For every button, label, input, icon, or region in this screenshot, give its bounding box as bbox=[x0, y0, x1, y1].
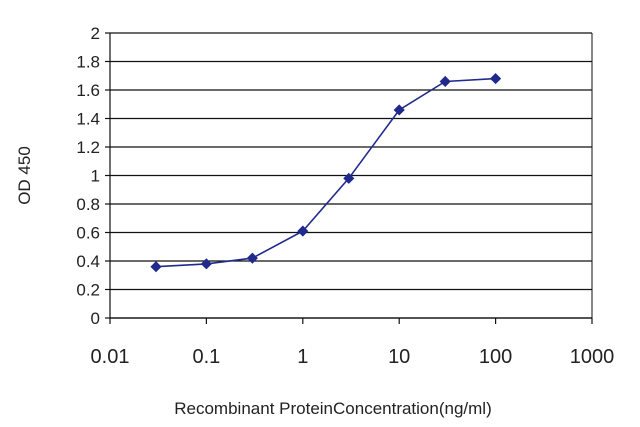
x-tick-label: 10 bbox=[388, 346, 410, 368]
x-axis-title: Recombinant ProteinConcentration(ng/ml) bbox=[174, 399, 492, 418]
data-point-marker bbox=[393, 104, 405, 116]
x-tick-label: 1000 bbox=[570, 346, 615, 368]
y-tick-label: 1 bbox=[91, 167, 100, 186]
y-tick-label: 1.8 bbox=[76, 53, 100, 72]
data-point-marker bbox=[490, 73, 502, 85]
data-point-marker bbox=[297, 225, 309, 237]
x-tick-label: 0.01 bbox=[91, 346, 130, 368]
data-point-marker bbox=[150, 261, 162, 273]
x-tick-label: 0.1 bbox=[192, 346, 220, 368]
data-point-marker bbox=[200, 258, 212, 270]
data-point-marker bbox=[439, 75, 451, 88]
y-tick-label: 1.4 bbox=[76, 110, 100, 129]
y-tick-label: 0.8 bbox=[76, 195, 100, 214]
tick-label-layer: 0 0.2 0.4 0.6 0.8 1 1.2 1.4 1.6 1.8 2 0.01 0.1 1 10 100… bbox=[76, 24, 614, 368]
x-tick-label: 1 bbox=[297, 346, 308, 368]
y-tick-label: 0 bbox=[91, 309, 100, 328]
y-tick-label: 1.2 bbox=[76, 138, 100, 157]
y-tick-label: 0.2 bbox=[76, 281, 100, 300]
data-point-marker bbox=[246, 252, 258, 264]
x-tick-label: 100 bbox=[479, 346, 512, 368]
series-line bbox=[155, 77, 496, 268]
series-layer bbox=[150, 73, 502, 273]
y-tick-label: 2 bbox=[91, 24, 100, 43]
y-tick-label: 1.6 bbox=[76, 81, 100, 100]
data-point-marker bbox=[343, 172, 355, 184]
y-tick-label: 0.4 bbox=[76, 252, 100, 271]
y-axis-title: OD 450 bbox=[15, 146, 34, 205]
axis-layer bbox=[105, 32, 593, 324]
y-tick-label: 0.6 bbox=[76, 224, 100, 243]
